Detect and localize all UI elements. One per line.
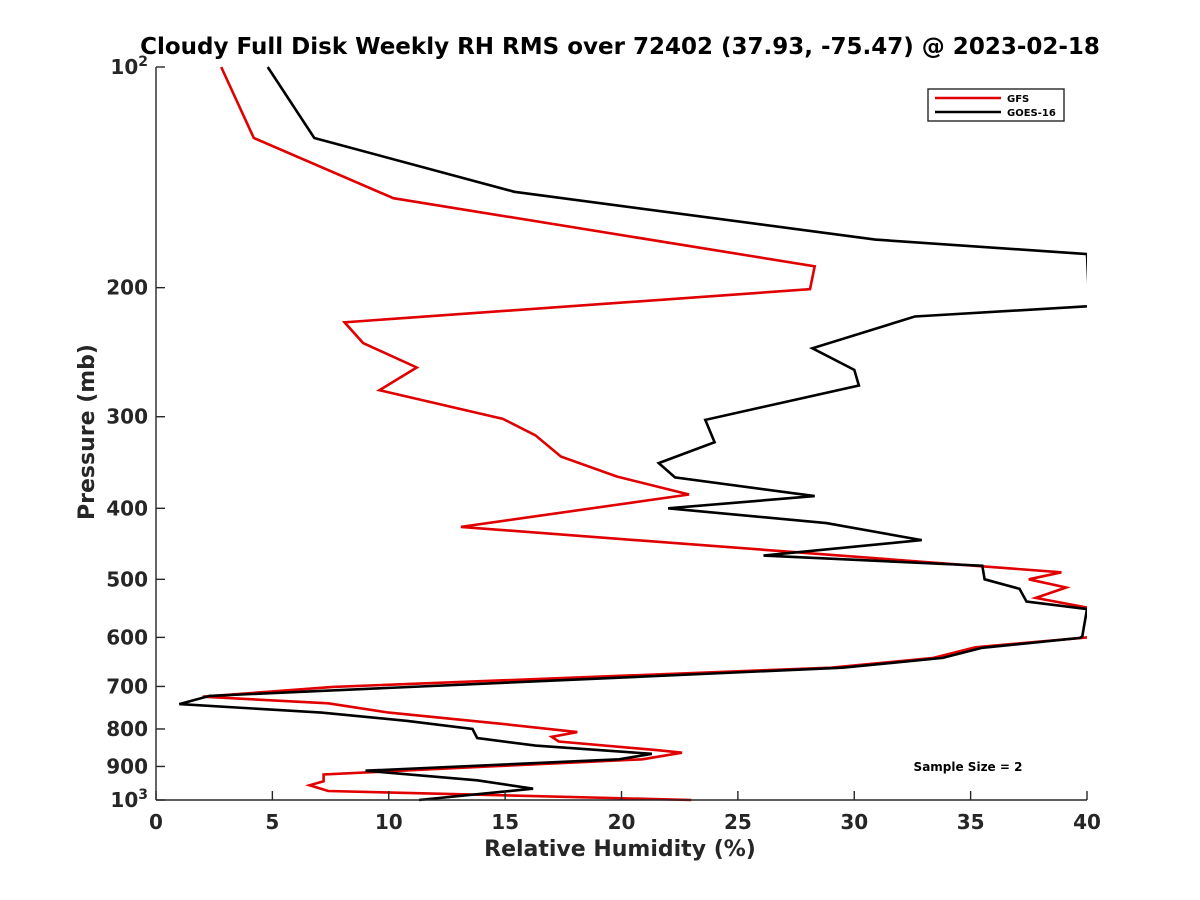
y-axis-label: Pressure (mb) [75,344,100,520]
x-tick-label: 20 [608,810,636,834]
x-tick-label: 0 [149,810,163,834]
y-tick-label: 300 [106,405,148,429]
x-tick-label: 35 [957,810,985,834]
x-tick-label: 15 [491,810,519,834]
sample-size-annotation: Sample Size = 2 [914,760,1023,774]
y-tick-label: 800 [106,717,148,741]
x-tick-label: 30 [840,810,868,834]
x-tick-label: 5 [265,810,279,834]
legend-label: GFS [1007,94,1029,105]
x-tick-label: 10 [375,810,403,834]
y-tick-label: 200 [106,276,148,300]
legend: GFS GOES-16 [927,88,1065,122]
x-axis-label: Relative Humidity (%) [484,837,756,862]
x-tick-label: 25 [724,810,752,834]
y-tick-label: 103 [110,787,148,812]
series-line-goes-16 [178,66,1087,802]
y-tick-label: 400 [106,496,148,520]
y-tick-label: 900 [106,754,148,778]
y-tick-label: 500 [106,567,148,591]
series-layer [178,66,1087,802]
chart-title: Cloudy Full Disk Weekly RH RMS over 7240… [140,34,1100,60]
y-tick-label: 700 [106,674,148,698]
legend-box [927,88,1065,122]
x-tick-label: 40 [1073,810,1101,834]
axes-layer: 0 5 10 15 20 25 30 35 40 102 200 300 400 500 600 700 800… [106,54,1101,834]
y-tick-label: 600 [106,625,148,649]
series-line-gfs [202,66,1087,802]
legend-label: GOES-16 [1007,108,1056,119]
y-tick-label: 102 [110,54,148,79]
